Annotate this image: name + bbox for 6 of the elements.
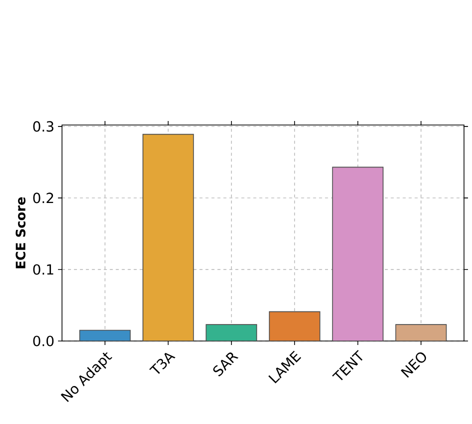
y-axis-title: ECE Score: [16, 197, 26, 268]
y-tick-label: 0.2: [33, 192, 54, 204]
y-tick-label: 0.0: [33, 336, 54, 346]
y-tick-label: 0.3: [33, 121, 54, 132]
x-tick-label: T3A: [149, 352, 176, 374]
y-tick-label: 0.1: [33, 264, 54, 275]
